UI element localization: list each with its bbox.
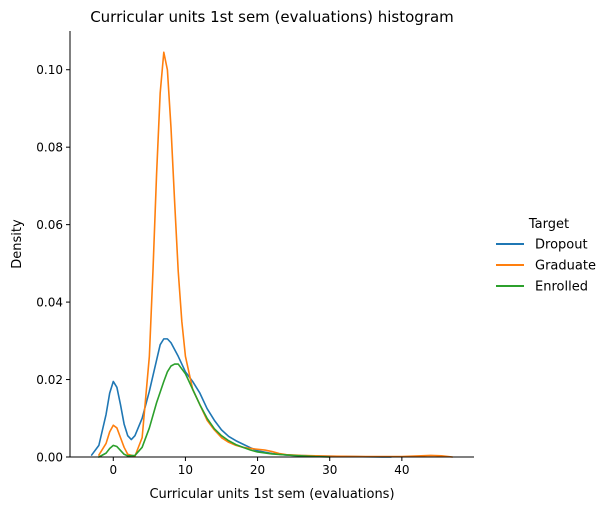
- legend-label-enrolled: Enrolled: [535, 280, 588, 295]
- y-tick-label: 0.04: [36, 296, 63, 310]
- x-tick-label: 40: [394, 463, 409, 477]
- x-tick-label: 20: [250, 463, 265, 477]
- legend-title: Target: [528, 217, 569, 232]
- legend: Target Dropout Graduate Enrolled: [496, 217, 596, 295]
- x-tick-label: 10: [178, 463, 193, 477]
- y-axis-label: Density: [10, 219, 25, 269]
- x-axis-label: Curricular units 1st sem (evaluations): [149, 487, 394, 502]
- chart-title: Curricular units 1st sem (evaluations) h…: [90, 8, 454, 26]
- x-tick-label: 0: [109, 463, 117, 477]
- y-tick-label: 0.02: [36, 373, 63, 387]
- x-tick-label: 30: [322, 463, 337, 477]
- y-tick-label: 0.08: [36, 141, 63, 155]
- series-line-enrolled: [98, 363, 331, 458]
- plot-area: [90, 51, 454, 458]
- series-line-dropout: [90, 338, 392, 458]
- legend-label-graduate: Graduate: [535, 259, 596, 274]
- tick-labels: 0 10 20 30 40 0.00 0.02 0.04 0.06 0.08 0.10: [36, 63, 409, 477]
- axes: [69, 31, 474, 458]
- y-tick-label: 0.10: [36, 63, 63, 77]
- legend-items: Dropout Graduate Enrolled: [496, 238, 596, 295]
- series-line-graduate: [98, 51, 454, 458]
- legend-label-dropout: Dropout: [535, 238, 588, 253]
- y-tick-label: 0.00: [36, 451, 63, 465]
- y-tick-label: 0.06: [36, 218, 63, 232]
